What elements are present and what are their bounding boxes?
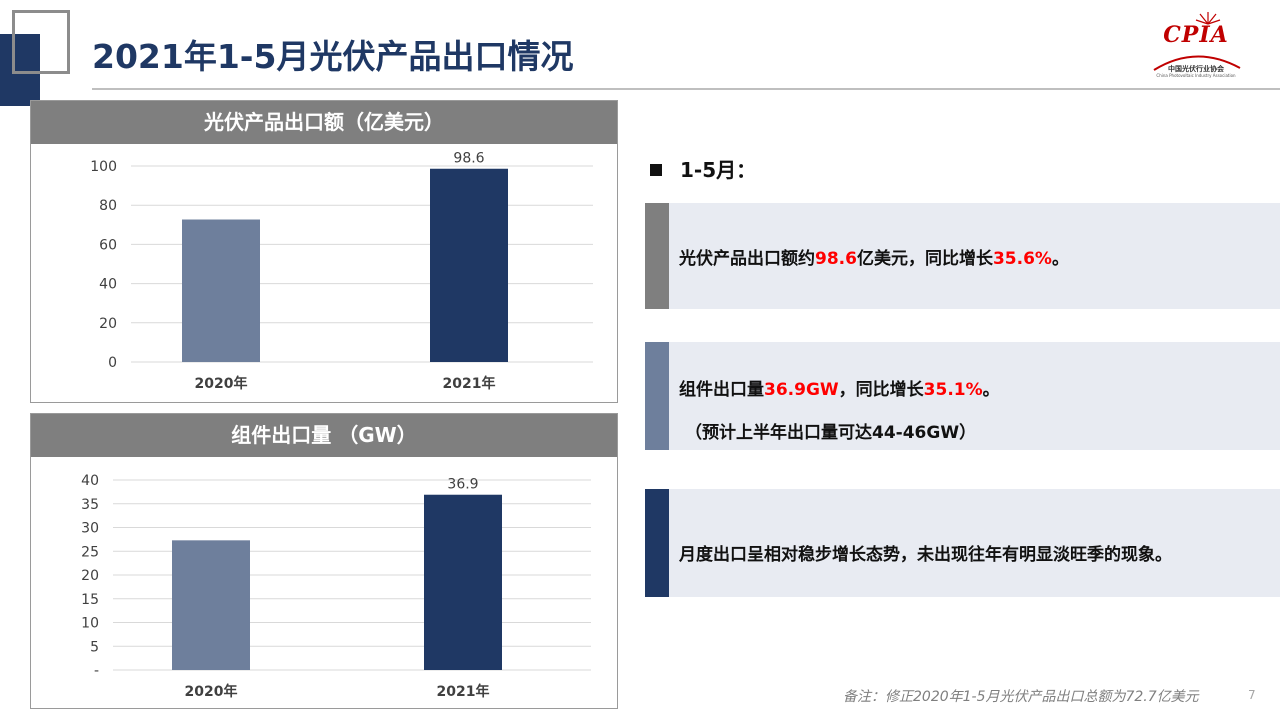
logo-subtitle-en: China Photovoltaic Industry Association bbox=[1156, 73, 1236, 78]
highlight-value: 36.9GW bbox=[764, 380, 839, 400]
bar bbox=[424, 494, 502, 670]
y-tick-label: 0 bbox=[108, 355, 117, 371]
category-label: 2020年 bbox=[185, 683, 238, 700]
callout-export-value: 光伏产品出口额约98.6亿美元，同比增长35.6%。 bbox=[645, 203, 1280, 309]
y-tick-label: 35 bbox=[81, 497, 99, 513]
highlight-value: 98.6 bbox=[815, 249, 857, 269]
summary-heading: 1-5月： bbox=[650, 154, 756, 183]
y-tick-label: 60 bbox=[99, 237, 117, 253]
header-decoration-block bbox=[0, 34, 40, 106]
bar bbox=[430, 168, 508, 362]
export-value-chart-panel: 光伏产品出口额（亿美元） 0 20 40 60 80 100 2020年 98.6 2021年 bbox=[30, 100, 618, 403]
page-number: 7 bbox=[1248, 688, 1256, 702]
category-label: 2021年 bbox=[437, 683, 490, 700]
callout-text: 光伏产品出口额约98.6亿美元，同比增长35.6%。 bbox=[679, 249, 1069, 269]
callout-accent-bar bbox=[645, 342, 669, 450]
y-tick-label: 25 bbox=[81, 544, 99, 560]
header-decoration-frame bbox=[12, 10, 70, 74]
header-divider bbox=[92, 88, 1280, 90]
logo-sun-icon bbox=[1153, 12, 1241, 71]
highlight-value: 35.1% bbox=[923, 380, 983, 400]
page-title: 2021年1-5月光伏产品出口情况 bbox=[92, 37, 574, 76]
module-volume-chart: - 5 10 15 20 25 30 35 40 2020年 36.9 2021年 bbox=[81, 473, 591, 700]
category-label: 2021年 bbox=[443, 375, 496, 392]
callout-note: （预计上半年出口量可达44-46GW） bbox=[685, 423, 977, 443]
module-volume-chart-panel: 组件出口量 （GW） - 5 10 15 20 25 30 35 40 2020年 36.9 2021… bbox=[30, 413, 618, 709]
footnote: 备注：修正2020年1-5月光伏产品出口总额为72.7亿美元 bbox=[843, 689, 1199, 705]
callout-monthly-trend: 月度出口呈相对稳步增长态势，未出现往年有明显淡旺季的现象。 bbox=[645, 489, 1280, 597]
callout-module-volume: 组件出口量36.9GW，同比增长35.1%。 （预计上半年出口量可达44-46G… bbox=[645, 342, 1280, 450]
y-tick-label: 5 bbox=[90, 639, 99, 655]
y-tick-label: 40 bbox=[81, 473, 99, 489]
y-tick-label: 30 bbox=[81, 521, 99, 537]
chart-title: 组件出口量 （GW） bbox=[31, 414, 617, 457]
y-tick-label: - bbox=[94, 663, 99, 679]
y-tick-label: 40 bbox=[99, 277, 117, 293]
cpia-logo: CPIA 中国光伏行业协会 China Photovoltaic Industr… bbox=[1150, 8, 1242, 78]
bar bbox=[172, 540, 250, 670]
logo-subtitle: 中国光伏行业协会 bbox=[1168, 65, 1224, 73]
callout-text: 月度出口呈相对稳步增长态势，未出现往年有明显淡旺季的现象。 bbox=[679, 545, 1172, 565]
y-tick-label: 100 bbox=[90, 159, 117, 175]
export-value-chart: 0 20 40 60 80 100 2020年 98.6 2021年 bbox=[90, 151, 593, 392]
summary-heading-text: 1-5月： bbox=[680, 158, 757, 182]
y-tick-label: 20 bbox=[99, 316, 117, 332]
square-bullet-icon bbox=[650, 163, 662, 176]
y-tick-label: 10 bbox=[81, 616, 99, 632]
y-tick-label: 20 bbox=[81, 568, 99, 584]
callout-accent-bar bbox=[645, 203, 669, 309]
data-label: 36.9 bbox=[447, 477, 478, 493]
category-label: 2020年 bbox=[195, 375, 248, 392]
y-tick-label: 15 bbox=[81, 592, 99, 608]
logo-text: CPIA bbox=[1163, 22, 1229, 48]
highlight-value: 35.6% bbox=[992, 249, 1052, 269]
callout-accent-bar bbox=[645, 489, 669, 597]
data-label: 98.6 bbox=[453, 151, 484, 167]
y-tick-label: 80 bbox=[99, 198, 117, 214]
callout-text: 组件出口量36.9GW，同比增长35.1%。 bbox=[679, 380, 1000, 400]
bar bbox=[182, 219, 260, 362]
chart-title: 光伏产品出口额（亿美元） bbox=[31, 101, 617, 144]
